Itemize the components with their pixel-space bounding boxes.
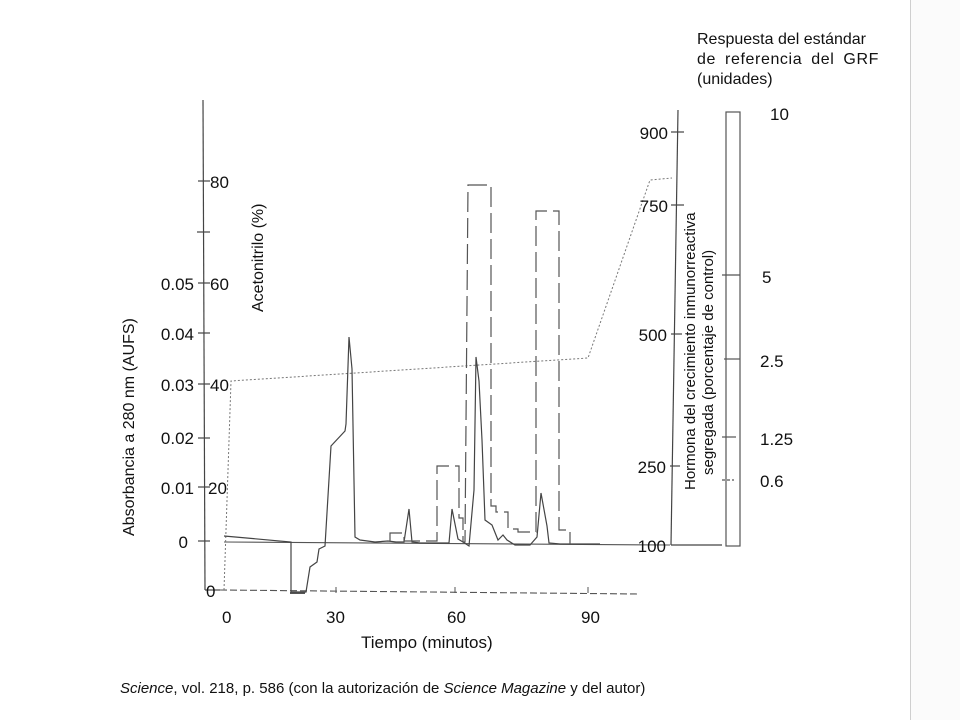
acn-tick-40: 40 [210, 376, 229, 395]
hormone-tick-500: 500 [639, 326, 667, 345]
hormone-tick-750: 750 [640, 197, 668, 216]
caption-magazine: Science Magazine [443, 680, 567, 697]
acn-tick-60: 60 [210, 275, 229, 294]
time-axis-title: Tiempo (minutos) [361, 633, 493, 652]
grf-title-line-1: Respuesta del estándar [697, 31, 866, 48]
grf-tick-0-6: 0.6 [760, 472, 784, 491]
acn-tick-0: 0 [206, 582, 215, 601]
baselines [219, 541, 671, 595]
x-axis-ticks [335, 587, 589, 593]
hormone-tick-250: 250 [638, 458, 666, 477]
abs-tick-005: 0.05 [161, 275, 194, 294]
acetonitrile-axis-title: Acetonitrilo (%) [250, 204, 267, 312]
abs-tick-001: 0.01 [161, 479, 194, 498]
time-tick-0: 0 [222, 608, 231, 627]
acn-tick-80: 80 [210, 173, 229, 192]
time-tick-90: 90 [581, 608, 600, 627]
absorbance-axis-title: Absorbancia a 280 nm (AUFS) [121, 318, 138, 536]
hormone-axis-title-line1: Hormona del crecimiento inmunorreactiva [682, 212, 699, 490]
caption-text-2: y del autor) [566, 680, 646, 697]
caption-text-1: , vol. 218, p. 586 (con la autorización … [173, 680, 444, 697]
acn-tick-20: 20 [208, 479, 227, 498]
hormone-axis-title-line2: segregada (porcentaje de control) [700, 250, 717, 475]
grf-title-line-3: (unidades) [697, 71, 773, 88]
abs-tick-0: 0 [179, 533, 188, 552]
grf-tick-2-5: 2.5 [760, 352, 784, 371]
figure-caption: Science, vol. 218, p. 586 (con la autori… [120, 680, 645, 697]
caption-journal: Science [120, 680, 174, 697]
hormone-tick-900: 900 [640, 124, 668, 143]
time-tick-30: 30 [326, 608, 345, 627]
absorbance-trace [223, 336, 600, 593]
hormone-axis [670, 109, 722, 546]
grf-reference-bar [722, 111, 741, 547]
grf-title-line-2: de referencia del GRF [697, 51, 880, 68]
abs-tick-004: 0.04 [161, 325, 194, 344]
time-tick-60: 60 [447, 608, 466, 627]
left-axis [197, 99, 220, 591]
hormone-tick-100: 100 [638, 537, 666, 556]
abs-tick-003: 0.03 [161, 376, 194, 395]
acetonitrile-gradient-line [223, 177, 673, 591]
abs-tick-002: 0.02 [161, 429, 194, 448]
grf-tick-5: 5 [762, 268, 771, 287]
grf-tick-1-25: 1.25 [760, 430, 793, 449]
grf-tick-10: 10 [770, 105, 789, 124]
hormone-histogram [389, 184, 571, 544]
page-edge [910, 0, 960, 720]
grf-axis-title: Respuesta del estándar de referencia del… [697, 30, 907, 90]
